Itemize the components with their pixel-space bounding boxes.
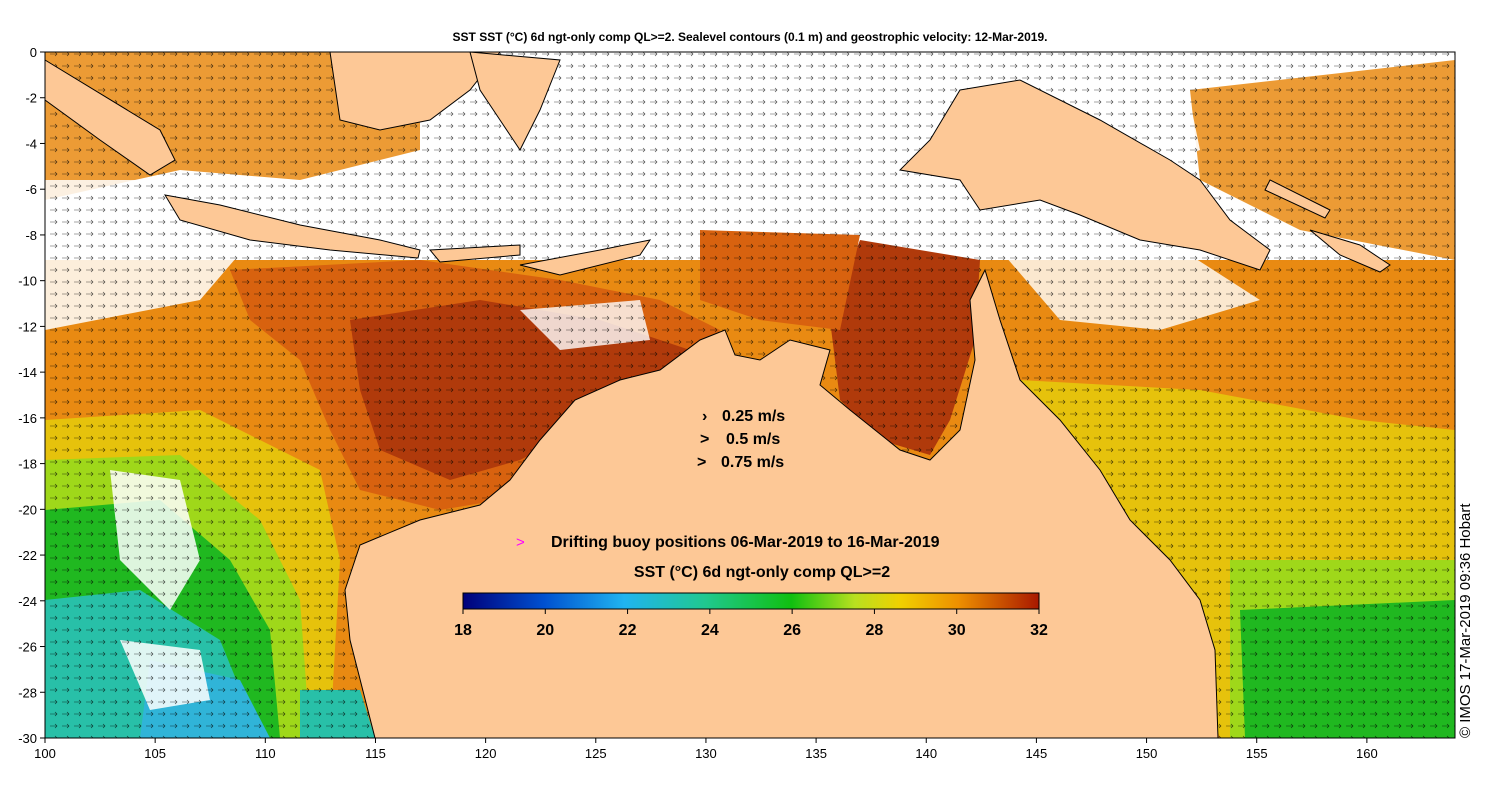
lat-tick-label: -28 <box>18 685 37 700</box>
colorbar-tick-label: 28 <box>866 622 884 639</box>
land <box>44 51 1391 739</box>
buoy-legend-label: Drifting buoy positions 06-Mar-2019 to 1… <box>551 534 940 551</box>
lat-tick-label: 0 <box>30 45 37 60</box>
lat-tick-label: -24 <box>18 594 37 609</box>
plot-area <box>44 51 1455 739</box>
timor <box>519 239 652 276</box>
buoy-marker-icon: > <box>516 534 525 551</box>
new-guinea <box>898 79 1271 271</box>
lon-tick-label: 140 <box>915 746 937 761</box>
new-britain <box>1264 179 1331 219</box>
java <box>164 194 421 259</box>
lat-tick-label: -16 <box>18 411 37 426</box>
colorbar-title: SST (°C) 6d ngt-only comp QL>=2 <box>634 564 890 581</box>
lon-tick-label: 115 <box>365 746 386 761</box>
lon-tick-label: 130 <box>695 746 717 761</box>
colorbar-tick-label: 20 <box>536 622 554 639</box>
colorbar-tick-label: 30 <box>948 622 966 639</box>
lat-tick-label: -14 <box>18 365 37 380</box>
colorbar-tick-label: 32 <box>1030 622 1048 639</box>
lon-tick-label: 100 <box>34 746 56 761</box>
colorbar-ticks: 18 20 22 24 26 28 30 32 <box>454 609 1048 639</box>
lat-tick-label: -20 <box>18 502 37 517</box>
colorbar-tick-label: 26 <box>783 622 801 639</box>
latitude-axis: 0 -2 -4 -6 -8 -10 -12 -14 -16 -18 -20 -22 -24 -26 -28 -… <box>18 45 45 746</box>
lon-tick-label: 125 <box>585 746 607 761</box>
lat-tick-label: -10 <box>18 274 37 289</box>
velocity-legend: › 0.25 m/s > 0.5 m/s > 0.75 m/s <box>697 408 785 471</box>
lat-tick-label: -22 <box>18 548 37 563</box>
colorbar-gradient <box>462 592 1040 610</box>
velocity-legend-label-2: 0.5 m/s <box>726 431 780 448</box>
buoy-legend: > Drifting buoy positions 06-Mar-2019 to… <box>516 534 940 551</box>
plot-frame <box>44 51 1456 739</box>
colorbar-tick-label: 24 <box>701 622 719 639</box>
lat-tick-label: -2 <box>25 91 37 106</box>
lat-tick-label: -26 <box>18 640 37 655</box>
velocity-legend-label-3: 0.75 m/s <box>721 454 784 471</box>
credit-text: © IMOS 17-Mar-2019 09:36 Hobart <box>1457 503 1474 738</box>
australia <box>344 268 1219 739</box>
lon-tick-label: 160 <box>1356 746 1378 761</box>
lat-tick-label: -6 <box>25 182 37 197</box>
lat-tick-label: -30 <box>18 731 37 746</box>
lon-tick-label: 105 <box>144 746 166 761</box>
lat-tick-label: -18 <box>18 457 37 472</box>
velocity-legend-label-1: 0.25 m/s <box>722 408 785 425</box>
lon-tick-label: 150 <box>1136 746 1158 761</box>
lat-tick-label: -4 <box>25 136 37 151</box>
solomon-islands <box>1309 229 1391 273</box>
lat-tick-label: -8 <box>25 228 37 243</box>
colorbar-tick-label: 18 <box>454 622 472 639</box>
velocity-legend-marker-1: › <box>702 408 707 425</box>
lesser-sunda <box>428 244 521 263</box>
lat-tick-label: -12 <box>18 319 37 334</box>
velocity-legend-marker-3: > <box>697 454 706 471</box>
velocity-legend-marker-2: > <box>700 431 709 448</box>
sulawesi <box>469 51 561 151</box>
map-title: SST SST (°C) 6d ngt-only comp QL>=2. Sea… <box>453 30 1048 44</box>
longitude-axis: 100 105 110 115 120 125 130 135 140 145 150 155 160 <box>34 738 1378 761</box>
colorbar-tick-label: 22 <box>619 622 637 639</box>
lon-tick-label: 155 <box>1246 746 1268 761</box>
lon-tick-label: 145 <box>1026 746 1048 761</box>
colorbar: SST (°C) 6d ngt-only comp QL>=2 18 20 22 24… <box>454 564 1048 639</box>
lon-tick-label: 120 <box>475 746 497 761</box>
lon-tick-label: 110 <box>255 746 276 761</box>
lon-tick-label: 135 <box>805 746 827 761</box>
